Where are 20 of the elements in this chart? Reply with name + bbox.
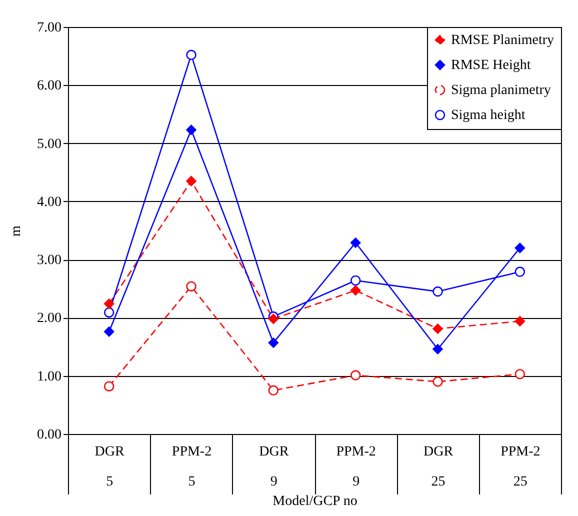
y-tick-label: 2.00 [37,311,62,326]
y-tick-label: 0.00 [37,428,62,442]
legend-label: Sigma height [451,108,526,123]
y-tick-label: 6.00 [37,78,62,94]
x-tick-label: PPM-2 25 [500,444,540,490]
legend-label: Sigma planimetry [451,83,551,98]
y-tick-label: 1.00 [37,369,62,384]
x-tick-label: PPM-2 5 [172,444,212,490]
legend-label: RMSE Planimetry [451,33,554,48]
y-tick-label: 7.00 [37,20,62,36]
x-tick-label: DGR 25 [423,444,454,490]
y-tick-label: 3.00 [37,253,62,268]
x-axis-title: Model/GCP no [272,494,358,509]
legend-label: RMSE Height [451,58,531,73]
x-tick-label: DGR 9 [259,444,290,490]
y-axis-title: m [9,225,24,236]
y-tick-label: 5.00 [37,136,62,152]
y-tick-label: 4.00 [37,194,62,210]
x-tick-label: PPM-2 9 [336,444,376,490]
x-tick-label: DGR 5 [94,444,126,490]
